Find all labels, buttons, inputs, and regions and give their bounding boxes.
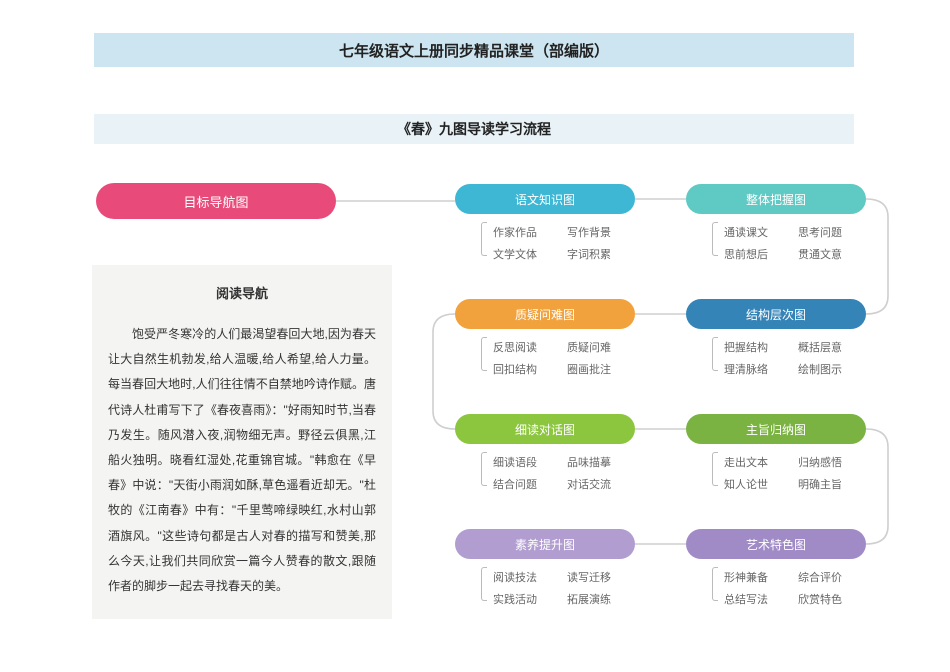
items-n1: 作家作品写作背景文学文体字词积累 (493, 224, 617, 262)
node-n3: 质疑问难图 (455, 299, 635, 329)
nav-pill: 目标导航图 (96, 183, 336, 219)
items-n8: 形神兼备综合评价总结写法欣赏特色 (724, 569, 848, 607)
node-n5: 细读对话图 (455, 414, 635, 444)
page-header-1: 七年级语文上册同步精品课堂（部编版） (94, 33, 854, 67)
node-n6: 主旨归纳图 (686, 414, 866, 444)
reading-box: 阅读导航 饱受严冬寒冷的人们最渴望春回大地,因为春天让大自然生机勃发,给人温暖,… (92, 265, 392, 619)
items-n6: 走出文本归纳感悟知人论世明确主旨 (724, 454, 848, 492)
node-n2: 整体把握图 (686, 184, 866, 214)
page-header-2: 《春》九图导读学习流程 (94, 114, 854, 144)
reading-title: 阅读导航 (108, 283, 376, 302)
items-n2: 通读课文思考问题思前想后贯通文意 (724, 224, 848, 262)
node-n1: 语文知识图 (455, 184, 635, 214)
items-n3: 反思阅读质疑问难回扣结构圈画批注 (493, 339, 617, 377)
node-n7: 素养提升图 (455, 529, 635, 559)
items-n4: 把握结构概括层意理清脉络绘制图示 (724, 339, 848, 377)
reading-body: 饱受严冬寒冷的人们最渴望春回大地,因为春天让大自然生机勃发,给人温暖,给人希望,… (108, 322, 376, 599)
node-n8: 艺术特色图 (686, 529, 866, 559)
items-n5: 细读语段品味描摹结合问题对话交流 (493, 454, 617, 492)
node-n4: 结构层次图 (686, 299, 866, 329)
items-n7: 阅读技法读写迁移实践活动拓展演练 (493, 569, 617, 607)
